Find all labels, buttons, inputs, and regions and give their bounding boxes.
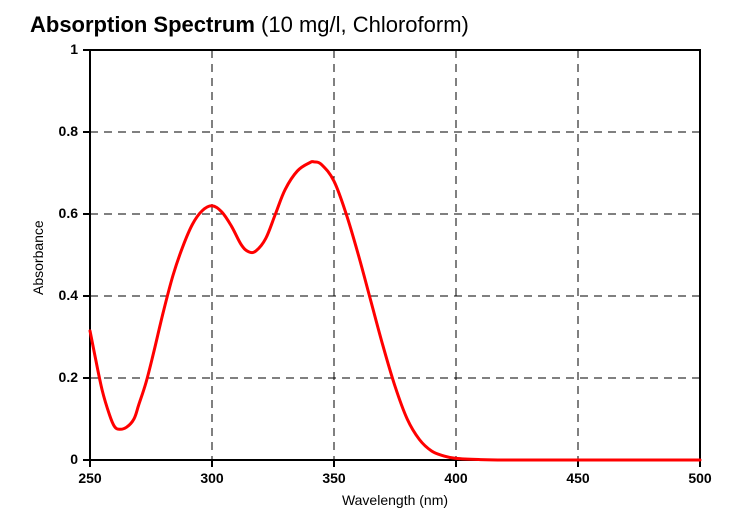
x-tick-label: 250 xyxy=(70,470,110,486)
y-tick-label: 0 xyxy=(70,451,78,467)
absorption-chart xyxy=(0,0,750,522)
y-tick-label: 0.4 xyxy=(59,287,78,303)
x-tick-label: 450 xyxy=(558,470,598,486)
y-tick-label: 1 xyxy=(70,41,78,57)
x-tick-label: 400 xyxy=(436,470,476,486)
y-axis-label: Absorbance xyxy=(30,220,46,295)
y-tick-label: 0.8 xyxy=(59,123,78,139)
chart-svg xyxy=(0,0,750,517)
y-tick-label: 0.6 xyxy=(59,205,78,221)
y-tick-label: 0.2 xyxy=(59,369,78,385)
x-tick-label: 300 xyxy=(192,470,232,486)
x-tick-label: 500 xyxy=(680,470,720,486)
page: Absorption Spectrum (10 mg/l, Chloroform… xyxy=(0,0,750,517)
x-tick-label: 350 xyxy=(314,470,354,486)
x-axis-label: Wavelength (nm) xyxy=(90,492,700,508)
